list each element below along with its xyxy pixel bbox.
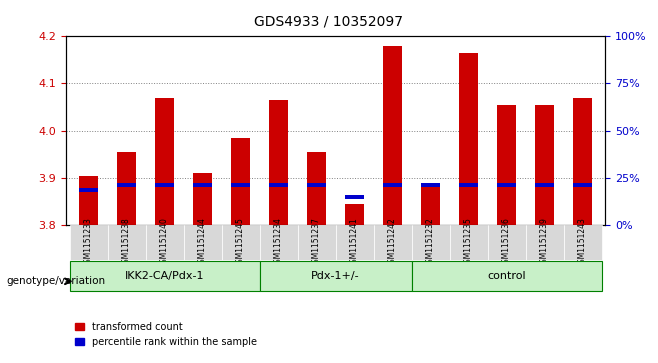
Bar — [79, 176, 98, 225]
Bar — [421, 185, 440, 225]
Bar — [155, 98, 174, 225]
Text: genotype/variation: genotype/variation — [7, 276, 106, 286]
Text: IKK2-CA/Pdx-1: IKK2-CA/Pdx-1 — [125, 271, 205, 281]
Text: GSM1151232: GSM1151232 — [426, 217, 435, 268]
FancyBboxPatch shape — [336, 225, 374, 260]
Bar — [231, 138, 250, 225]
FancyBboxPatch shape — [488, 225, 526, 260]
Bar — [383, 183, 402, 187]
Text: GSM1151236: GSM1151236 — [502, 217, 511, 268]
Bar — [345, 195, 364, 199]
Bar — [193, 173, 212, 225]
Bar — [535, 105, 554, 225]
Text: GSM1151238: GSM1151238 — [122, 217, 131, 268]
Text: GSM1151235: GSM1151235 — [464, 217, 473, 268]
FancyBboxPatch shape — [526, 225, 563, 260]
Bar — [193, 183, 212, 187]
Bar — [155, 183, 174, 187]
Bar — [573, 98, 592, 225]
FancyBboxPatch shape — [260, 261, 411, 290]
Text: control: control — [488, 271, 526, 281]
Text: GSM1151234: GSM1151234 — [274, 217, 283, 268]
Bar — [307, 152, 326, 225]
Bar — [459, 183, 478, 187]
Legend: transformed count, percentile rank within the sample: transformed count, percentile rank withi… — [70, 318, 261, 351]
Text: GSM1151243: GSM1151243 — [578, 217, 587, 268]
Text: GSM1151245: GSM1151245 — [236, 217, 245, 268]
FancyBboxPatch shape — [70, 261, 260, 290]
Bar — [269, 183, 288, 187]
Bar — [421, 183, 440, 187]
Bar — [459, 53, 478, 225]
FancyBboxPatch shape — [563, 225, 601, 260]
FancyBboxPatch shape — [70, 225, 108, 260]
FancyBboxPatch shape — [297, 225, 336, 260]
FancyBboxPatch shape — [108, 225, 145, 260]
Bar — [345, 204, 364, 225]
Bar — [573, 183, 592, 187]
Text: GSM1151237: GSM1151237 — [312, 217, 321, 268]
Text: GSM1151241: GSM1151241 — [350, 217, 359, 268]
FancyBboxPatch shape — [374, 225, 411, 260]
Text: GSM1151233: GSM1151233 — [84, 217, 93, 268]
FancyBboxPatch shape — [411, 261, 601, 290]
Bar — [117, 183, 136, 187]
Bar — [307, 183, 326, 187]
Bar — [535, 183, 554, 187]
Bar — [117, 152, 136, 225]
Bar — [497, 183, 516, 187]
FancyBboxPatch shape — [184, 225, 222, 260]
FancyBboxPatch shape — [449, 225, 488, 260]
FancyBboxPatch shape — [222, 225, 260, 260]
Text: GSM1151240: GSM1151240 — [160, 217, 169, 268]
Bar — [269, 100, 288, 225]
Bar — [497, 105, 516, 225]
Text: GSM1151242: GSM1151242 — [388, 217, 397, 268]
Text: GDS4933 / 10352097: GDS4933 / 10352097 — [255, 15, 403, 29]
Text: Pdx-1+/-: Pdx-1+/- — [311, 271, 360, 281]
FancyBboxPatch shape — [411, 225, 449, 260]
Bar — [383, 46, 402, 225]
Text: GSM1151239: GSM1151239 — [540, 217, 549, 268]
FancyBboxPatch shape — [260, 225, 297, 260]
FancyBboxPatch shape — [145, 225, 184, 260]
Bar — [231, 183, 250, 187]
Text: GSM1151244: GSM1151244 — [198, 217, 207, 268]
Bar — [79, 188, 98, 192]
